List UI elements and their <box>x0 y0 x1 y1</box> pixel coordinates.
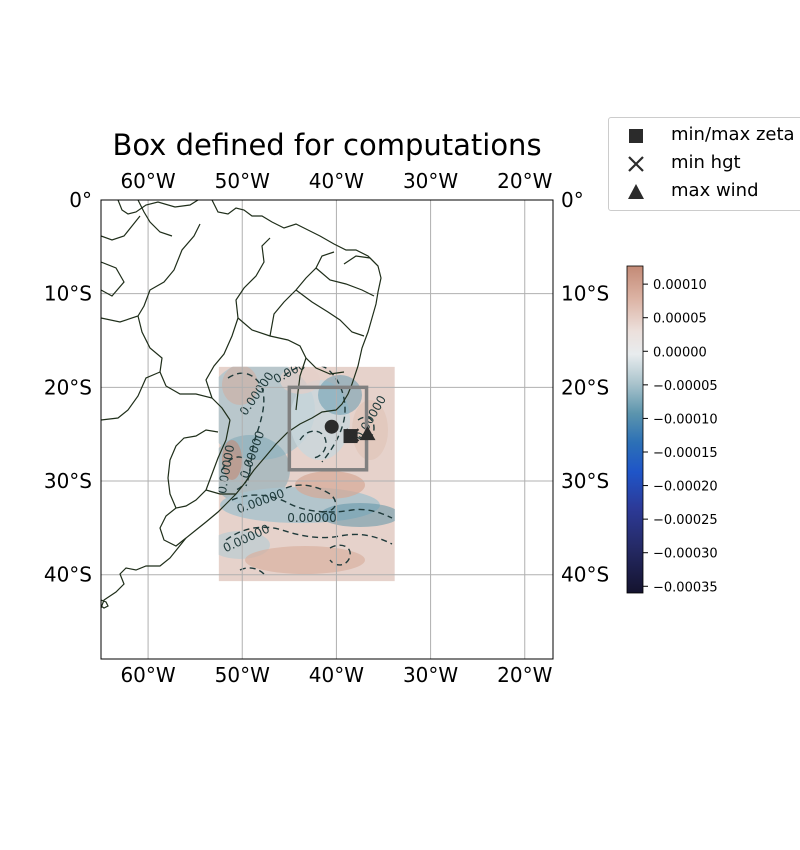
lat-tick-label-left: 0° <box>69 188 92 212</box>
border-line <box>101 261 125 297</box>
colorbar <box>626 265 644 594</box>
contour-line <box>285 484 337 513</box>
border-line <box>269 251 335 337</box>
map-title: Box defined for computations <box>112 128 542 162</box>
lon-tick-label-bottom: 30°W <box>403 663 458 687</box>
colorbar-tick-label: −0.00030 <box>653 547 718 562</box>
field-patch <box>320 503 395 527</box>
border-line <box>101 215 141 241</box>
contour-line <box>299 430 327 459</box>
field-patch <box>245 546 365 574</box>
colorbar-tick-label: −0.00035 <box>653 580 718 595</box>
axis-tick-labels: 60°W 60°W 50°W 50°W 40°W 40°W 30°W 30°W 20°W 20°W… <box>44 169 609 687</box>
border-line <box>205 489 236 495</box>
lat-tick-label-right: 0° <box>561 188 584 212</box>
field-patch <box>295 471 365 499</box>
legend: min/max zeta min hgt max wind <box>608 117 800 211</box>
cross-marker-icon <box>628 156 644 172</box>
border-line <box>159 419 231 547</box>
colorbar-ticks: 0.00010 0.00005 0.00000 −0.00005 −0.00010 −0.… <box>643 278 718 595</box>
colorbar-tick-label: 0.00010 <box>653 278 707 293</box>
legend-label: max wind <box>671 180 759 201</box>
map-frame <box>100 199 554 660</box>
legend-item-wind: max wind <box>609 178 800 204</box>
colorbar-tick-label: −0.00005 <box>653 379 718 394</box>
border-line <box>315 267 375 297</box>
lon-tick-label-bottom: 40°W <box>309 663 364 687</box>
lon-tick-label-bottom: 50°W <box>215 663 270 687</box>
contour-label: 0.00000 <box>287 511 337 525</box>
border-line <box>295 289 365 337</box>
field-patch <box>222 440 242 480</box>
contour-line <box>225 526 393 545</box>
contour-line <box>221 456 251 491</box>
colorbar-tick-label: −0.00025 <box>653 513 718 528</box>
border-line <box>137 200 173 237</box>
contour-line <box>231 494 393 519</box>
border-line <box>205 237 271 399</box>
lon-tick-label-top: 30°W <box>403 169 458 193</box>
lat-tick-label-right: 20°S <box>561 375 609 399</box>
triangle-marker-icon <box>628 184 644 199</box>
lat-tick-label-right: 30°S <box>561 469 609 493</box>
colorbar-tick-label: −0.00010 <box>653 412 718 427</box>
colorbar-tick-label: −0.00015 <box>653 446 718 461</box>
min-hgt-marker <box>345 428 360 442</box>
legend-label: min hgt <box>671 152 741 173</box>
border-line <box>137 315 231 421</box>
border-line <box>237 317 345 375</box>
lon-tick-label-bottom: 20°W <box>497 663 552 687</box>
contour-line <box>357 416 375 440</box>
island <box>101 599 109 609</box>
border-line <box>343 255 379 267</box>
vorticity-field: 0.000000.000000.000000.000000.000000.000… <box>218 366 395 582</box>
legend-item-zeta: min/max zeta <box>609 122 800 148</box>
coastline-south-america <box>101 200 382 609</box>
lat-tick-label-left: 10°S <box>44 282 92 306</box>
max-wind-marker <box>359 426 376 441</box>
lon-tick-label-top: 60°W <box>120 169 175 193</box>
system-center-marker <box>324 419 339 434</box>
field-patch <box>352 400 388 460</box>
lon-tick-label-top: 20°W <box>497 169 552 193</box>
border-line <box>295 357 307 411</box>
lat-tick-label-left: 40°S <box>44 563 92 587</box>
lon-tick-label-top: 40°W <box>309 169 364 193</box>
legend-label: min/max zeta <box>671 124 795 145</box>
border-line <box>167 429 219 509</box>
lon-tick-label-bottom: 60°W <box>120 663 175 687</box>
border-line <box>101 371 161 421</box>
field-patch <box>318 375 362 415</box>
border-line <box>101 223 201 323</box>
lat-tick-label-left: 30°S <box>44 469 92 493</box>
lat-tick-label-left: 20°S <box>44 375 92 399</box>
coastline <box>101 200 382 609</box>
colorbar-tick-label: −0.00020 <box>653 480 718 495</box>
contour-line <box>283 366 346 463</box>
colorbar-tick-label: 0.00005 <box>653 312 707 327</box>
legend-item-hgt: min hgt <box>609 150 800 176</box>
lat-tick-label-right: 40°S <box>561 563 609 587</box>
colorbar-tick-label: 0.00000 <box>653 345 707 360</box>
contour-line <box>227 372 265 487</box>
lat-tick-label-right: 10°S <box>561 282 609 306</box>
square-marker-icon <box>629 129 643 143</box>
lon-tick-label-top: 50°W <box>215 169 270 193</box>
